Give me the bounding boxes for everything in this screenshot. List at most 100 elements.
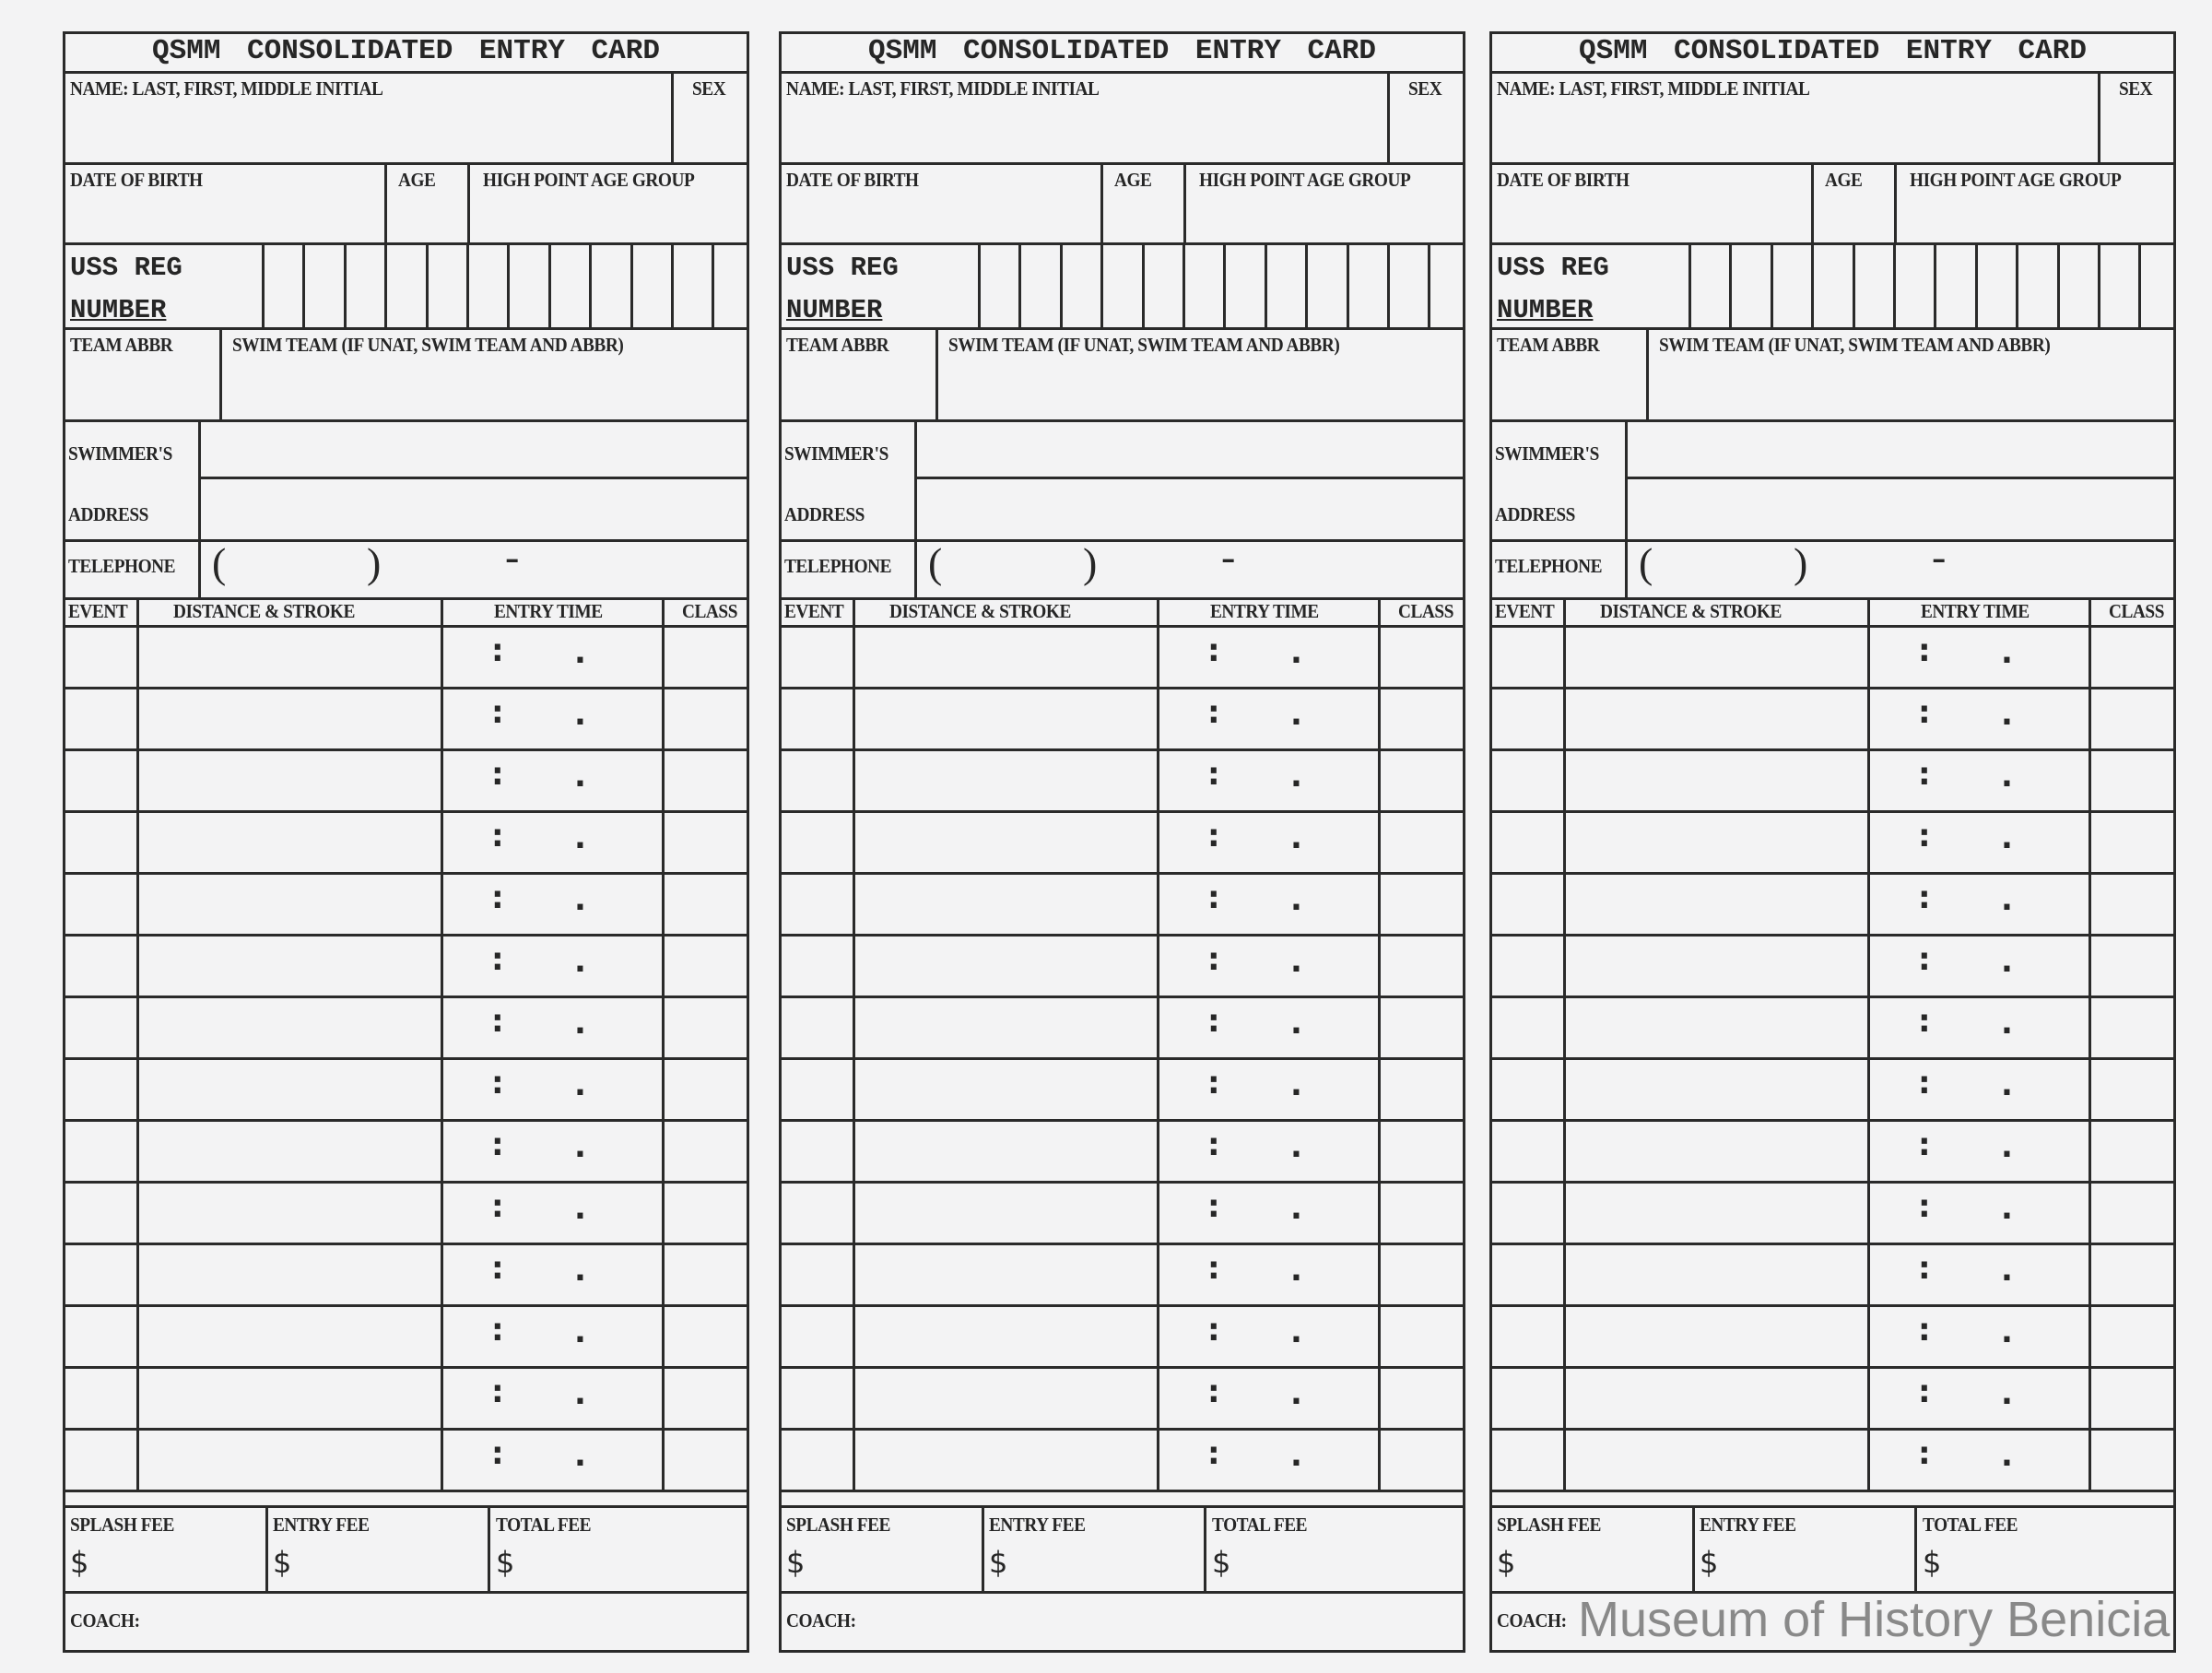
class-field[interactable] — [1381, 1366, 1464, 1428]
uss-reg-digit-box[interactable] — [1267, 245, 1305, 326]
event-number-field[interactable] — [63, 687, 136, 748]
event-number-field[interactable] — [779, 996, 853, 1057]
uss-reg-digit-box[interactable] — [265, 245, 302, 326]
entry-time-field[interactable] — [443, 748, 662, 810]
address-line-2[interactable] — [201, 479, 747, 538]
class-field[interactable] — [2091, 1428, 2174, 1490]
event-number-field[interactable] — [1489, 1119, 1563, 1181]
swim-team-field[interactable] — [1649, 354, 2174, 418]
event-number-field[interactable] — [63, 996, 136, 1057]
event-number-field[interactable] — [63, 1057, 136, 1119]
event-number-field[interactable] — [779, 1057, 853, 1119]
uss-reg-digit-box[interactable] — [2100, 245, 2138, 326]
class-field[interactable] — [665, 1428, 747, 1490]
class-field[interactable] — [1381, 1243, 1464, 1304]
entry-time-field[interactable] — [443, 687, 662, 748]
age-field[interactable] — [1814, 190, 1892, 241]
event-number-field[interactable] — [1489, 872, 1563, 934]
distance-stroke-field[interactable] — [855, 872, 1157, 934]
distance-stroke-field[interactable] — [1566, 1057, 1867, 1119]
coach-field[interactable] — [871, 1594, 1461, 1647]
class-field[interactable] — [2091, 1057, 2174, 1119]
uss-reg-digit-box[interactable] — [1732, 245, 1770, 326]
distance-stroke-field[interactable] — [855, 748, 1157, 810]
uss-reg-digit-box[interactable] — [1308, 245, 1346, 326]
event-number-field[interactable] — [63, 810, 136, 872]
entry-time-field[interactable] — [443, 1057, 662, 1119]
uss-reg-digit-box[interactable] — [2141, 245, 2179, 326]
distance-stroke-field[interactable] — [139, 996, 441, 1057]
uss-reg-digit-box[interactable] — [674, 245, 712, 326]
entry-time-field[interactable] — [1870, 810, 2088, 872]
distance-stroke-field[interactable] — [1566, 1366, 1867, 1428]
entry-time-field[interactable] — [1159, 625, 1378, 687]
class-field[interactable] — [665, 687, 747, 748]
event-number-field[interactable] — [779, 687, 853, 748]
sex-field[interactable] — [2100, 100, 2174, 160]
entry-time-field[interactable] — [1870, 1428, 2088, 1490]
swim-team-field[interactable] — [222, 354, 747, 418]
uss-reg-digit-box[interactable] — [1430, 245, 1468, 326]
class-field[interactable] — [2091, 872, 2174, 934]
class-field[interactable] — [2091, 996, 2174, 1057]
class-field[interactable] — [2091, 1243, 2174, 1304]
entry-time-field[interactable] — [1159, 1366, 1378, 1428]
event-number-field[interactable] — [779, 625, 853, 687]
event-number-field[interactable] — [1489, 810, 1563, 872]
uss-reg-digit-box[interactable] — [1855, 245, 1893, 326]
uss-reg-digit-box[interactable] — [1978, 245, 2016, 326]
telephone-field[interactable] — [201, 542, 747, 595]
distance-stroke-field[interactable] — [139, 934, 441, 996]
entry-time-field[interactable] — [1870, 1243, 2088, 1304]
distance-stroke-field[interactable] — [139, 687, 441, 748]
event-number-field[interactable] — [63, 934, 136, 996]
distance-stroke-field[interactable] — [855, 810, 1157, 872]
sex-field[interactable] — [1390, 100, 1464, 160]
entry-time-field[interactable] — [1870, 625, 2088, 687]
distance-stroke-field[interactable] — [855, 1304, 1157, 1366]
class-field[interactable] — [1381, 1304, 1464, 1366]
distance-stroke-field[interactable] — [139, 810, 441, 872]
event-number-field[interactable] — [779, 1119, 853, 1181]
class-field[interactable] — [2091, 1366, 2174, 1428]
uss-reg-digit-box[interactable] — [2018, 245, 2056, 326]
entry-time-field[interactable] — [1159, 1057, 1378, 1119]
class-field[interactable] — [665, 1366, 747, 1428]
distance-stroke-field[interactable] — [1566, 810, 1867, 872]
class-field[interactable] — [1381, 996, 1464, 1057]
entry-time-field[interactable] — [1159, 1428, 1378, 1490]
distance-stroke-field[interactable] — [855, 1243, 1157, 1304]
class-field[interactable] — [2091, 1181, 2174, 1243]
class-field[interactable] — [1381, 1181, 1464, 1243]
event-number-field[interactable] — [1489, 625, 1563, 687]
entry-time-field[interactable] — [1870, 1181, 2088, 1243]
name-field[interactable] — [779, 100, 1385, 160]
event-number-field[interactable] — [1489, 748, 1563, 810]
class-field[interactable] — [665, 1119, 747, 1181]
uss-reg-digit-box[interactable] — [1103, 245, 1141, 326]
uss-reg-digit-box[interactable] — [1349, 245, 1387, 326]
event-number-field[interactable] — [779, 1428, 853, 1490]
class-field[interactable] — [665, 1181, 747, 1243]
entry-time-field[interactable] — [1159, 1304, 1378, 1366]
event-number-field[interactable] — [779, 748, 853, 810]
event-number-field[interactable] — [779, 1243, 853, 1304]
age-field[interactable] — [387, 190, 465, 241]
event-number-field[interactable] — [779, 1181, 853, 1243]
class-field[interactable] — [665, 934, 747, 996]
uss-reg-digit-box[interactable] — [1063, 245, 1100, 326]
entry-time-field[interactable] — [1159, 934, 1378, 996]
entry-time-field[interactable] — [443, 625, 662, 687]
splash-fee-field[interactable] — [1517, 1538, 1690, 1589]
dob-field[interactable] — [1489, 190, 1809, 241]
entry-time-field[interactable] — [1159, 996, 1378, 1057]
sex-field[interactable] — [674, 100, 747, 160]
distance-stroke-field[interactable] — [855, 1428, 1157, 1490]
distance-stroke-field[interactable] — [855, 1366, 1157, 1428]
distance-stroke-field[interactable] — [139, 1366, 441, 1428]
entry-time-field[interactable] — [443, 934, 662, 996]
entry-time-field[interactable] — [1870, 1366, 2088, 1428]
high-point-field[interactable] — [470, 190, 747, 241]
high-point-field[interactable] — [1186, 190, 1463, 241]
class-field[interactable] — [1381, 687, 1464, 748]
